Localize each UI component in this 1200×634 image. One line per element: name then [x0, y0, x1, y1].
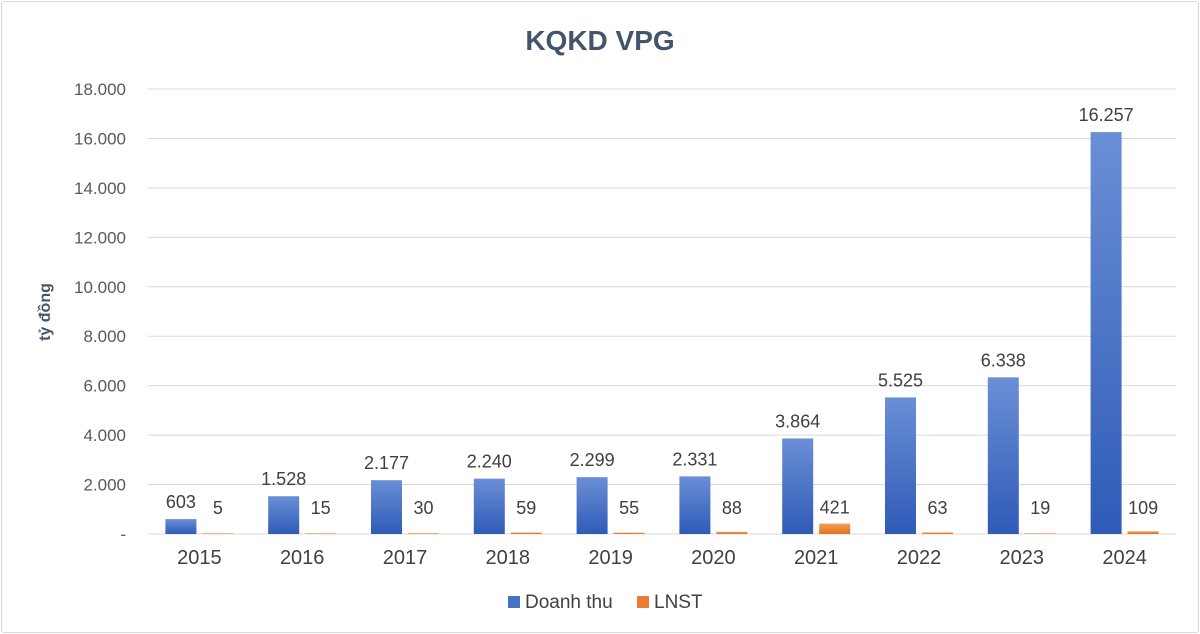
data-label: 109	[1128, 498, 1158, 518]
y-tick-label: 12.000	[74, 228, 126, 247]
x-tick-label: 2024	[1102, 547, 1147, 569]
gridlines	[148, 88, 1176, 535]
data-label: 2.177	[364, 453, 409, 473]
y-axis-ticks: - 2.000 4.000 6.000 8.000 10.000 12.000 14.000 1…	[74, 80, 126, 544]
y-tick-label: 8.000	[83, 327, 126, 346]
bar-lnst-2015	[202, 533, 234, 534]
legend-label: Doanh thu	[525, 592, 613, 613]
y-tick-label: 6.000	[83, 377, 126, 396]
bar-lnst-2018	[510, 532, 542, 534]
data-label: 421	[820, 498, 850, 518]
data-label: 55	[619, 498, 639, 518]
bar-lnst-2020	[716, 531, 748, 534]
bar-doanh-thu-2024	[1090, 132, 1122, 535]
bars	[165, 132, 1159, 535]
bar-lnst-2023	[1024, 533, 1056, 534]
bar-doanh-thu-2017	[371, 480, 402, 534]
y-tick-label: -	[120, 525, 126, 544]
bar-doanh-thu-2021	[782, 438, 814, 534]
data-label: 5	[213, 498, 223, 518]
x-tick-label: 2017	[383, 547, 428, 569]
data-label: 59	[516, 498, 536, 518]
data-label: 16.257	[1079, 105, 1134, 125]
data-label: 19	[1030, 498, 1050, 518]
bar-doanh-thu-2022	[885, 397, 916, 534]
y-tick-label: 2.000	[83, 476, 126, 495]
data-label: 3.864	[775, 411, 820, 431]
data-label: 1.528	[261, 469, 306, 489]
data-label: 88	[722, 498, 742, 518]
y-tick-label: 18.000	[74, 80, 126, 99]
bar-doanh-thu-2016	[268, 496, 300, 534]
chart-title: KQKD VPG	[525, 25, 674, 56]
bar-doanh-thu-2020	[679, 476, 711, 534]
bar-lnst-2021	[819, 523, 851, 534]
data-label: 30	[413, 498, 433, 518]
bar-lnst-2024	[1127, 531, 1159, 534]
bar-lnst-2022	[922, 532, 953, 534]
x-tick-label: 2015	[177, 547, 222, 569]
bar-doanh-thu-2015	[165, 519, 197, 534]
x-tick-label: 2016	[280, 547, 325, 569]
bar-doanh-thu-2019	[576, 477, 608, 534]
data-label: 2.331	[672, 449, 717, 469]
bar-lnst-2016	[305, 533, 337, 534]
data-label: 63	[927, 498, 947, 518]
legend-label: LNST	[654, 592, 703, 613]
x-tick-label: 2022	[897, 547, 942, 569]
data-label: 5.525	[878, 370, 923, 390]
y-tick-label: 16.000	[74, 129, 126, 148]
data-label: 15	[311, 498, 331, 518]
bar-lnst-2019	[613, 532, 645, 534]
legend-swatch-lnst	[637, 596, 649, 608]
data-label: 6.338	[981, 350, 1026, 370]
data-label: 2.299	[570, 450, 615, 470]
bar-doanh-thu-2018	[473, 478, 505, 534]
data-label: 603	[166, 492, 196, 512]
data-label: 2.240	[467, 452, 512, 472]
bar-lnst-2017	[408, 533, 439, 534]
x-tick-label: 2020	[691, 547, 736, 569]
y-tick-label: 4.000	[83, 426, 126, 445]
x-tick-label: 2023	[1000, 547, 1045, 569]
y-tick-label: 14.000	[74, 179, 126, 198]
x-tick-label: 2019	[588, 547, 633, 569]
bar-doanh-thu-2023	[987, 377, 1019, 534]
legend: Doanh thu LNST	[508, 592, 703, 613]
legend-swatch-doanh-thu	[508, 596, 520, 608]
x-tick-label: 2018	[486, 547, 531, 569]
y-tick-label: 10.000	[74, 278, 126, 297]
x-tick-label: 2021	[794, 547, 839, 569]
y-axis-label: tỷ đồng	[37, 283, 54, 341]
x-axis-ticks: 2015 2016 2017 2018 2019 2020 2021 2022 2023 2024	[177, 547, 1147, 569]
